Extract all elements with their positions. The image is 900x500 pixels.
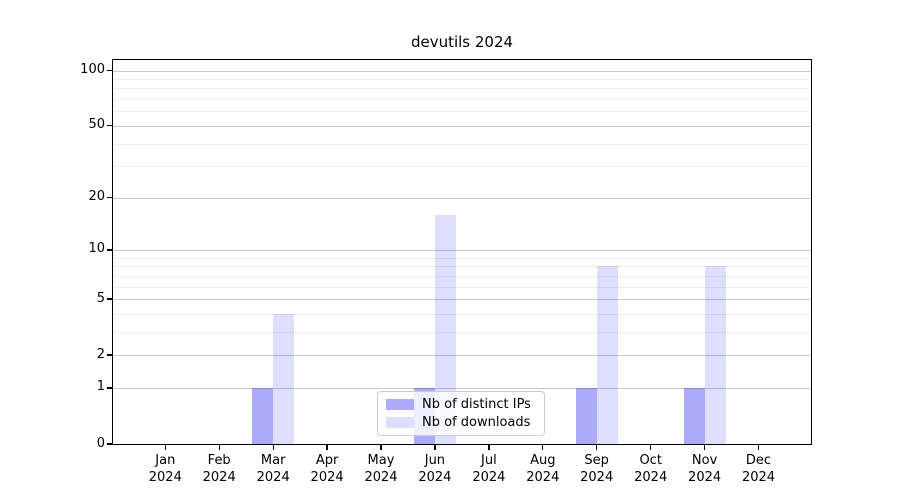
major-gridline (113, 387, 811, 389)
y-tick-label: 5 (96, 290, 105, 306)
x-tick-month: Jun (424, 453, 446, 468)
x-tick-month: Aug (530, 453, 556, 468)
x-tick-month: Oct (639, 453, 662, 468)
x-tick-label: Apr 2024 (295, 453, 359, 486)
x-tick-year: 2024 (741, 469, 776, 485)
bar-downloads-jun (434, 214, 456, 444)
x-tick-year: 2024 (310, 469, 344, 485)
bar-distinct-ips-mar (252, 387, 274, 444)
x-tick-label: Nov 2024 (673, 453, 737, 486)
x-tick-label: Feb 2024 (187, 453, 251, 486)
x-tick-label: Jul 2024 (457, 453, 521, 486)
major-gridline (113, 299, 811, 300)
minor-gridline (113, 111, 811, 113)
minor-gridline (113, 313, 811, 315)
y-tick-mark (107, 443, 113, 445)
y-tick-label: 0 (96, 435, 105, 451)
x-tick-label: Jun 2024 (403, 453, 467, 486)
y-tick-label: 1 (96, 379, 105, 395)
x-tick-mark (218, 444, 220, 450)
minor-gridline (113, 143, 811, 145)
legend-swatch-distinct-ips (386, 399, 414, 410)
major-gridline (113, 197, 811, 199)
minor-gridline (113, 88, 811, 90)
minor-gridline (113, 275, 811, 277)
major-gridline (113, 249, 811, 251)
x-tick-mark (757, 444, 760, 450)
major-gridline (113, 355, 811, 357)
x-tick-mark (488, 444, 490, 450)
x-tick-mark (542, 444, 544, 450)
legend-row: Nb of distinct IPs (386, 397, 536, 412)
bar-distinct-ips-sep (575, 387, 597, 444)
bar-downloads-sep (596, 266, 618, 444)
minor-gridline (113, 257, 811, 259)
y-tick-label: 2 (96, 346, 105, 362)
x-tick-year: 2024 (418, 469, 452, 485)
minor-gridline (113, 78, 811, 80)
bar-downloads-nov (704, 266, 726, 444)
x-tick-label: Sep 2024 (565, 453, 629, 486)
minor-gridline (113, 331, 811, 333)
y-tick-mark (107, 298, 113, 300)
x-tick-month: Apr (315, 453, 339, 468)
y-tick-label: 50 (88, 117, 105, 133)
minor-gridline (113, 286, 811, 288)
y-tick-mark (107, 196, 113, 199)
bar-downloads-mar (273, 313, 295, 444)
y-tick-label: 20 (88, 189, 105, 205)
legend-row: Nb of downloads (386, 415, 536, 430)
x-tick-year: 2024 (256, 469, 290, 485)
x-tick-year: 2024 (472, 469, 506, 485)
x-tick-month: Sep (584, 453, 609, 468)
x-tick-mark (164, 444, 166, 450)
chart-title: devutils 2024 (410, 33, 514, 51)
x-tick-mark (326, 444, 328, 450)
x-tick-year: 2024 (526, 469, 560, 485)
bar-distinct-ips-nov (683, 387, 705, 444)
minor-gridline (113, 99, 811, 100)
x-tick-label: Aug 2024 (511, 453, 575, 486)
minor-gridline (113, 166, 811, 168)
y-tick-mark (107, 387, 113, 389)
x-tick-label: Dec 2024 (727, 453, 791, 486)
x-tick-month: May (367, 453, 395, 468)
x-tick-month: Jul (481, 453, 497, 468)
major-gridline (113, 125, 811, 127)
legend-swatch-downloads (386, 417, 414, 428)
x-tick-month: Dec (745, 453, 772, 468)
y-tick-mark (107, 354, 113, 356)
minor-gridline (113, 266, 811, 268)
x-tick-mark (272, 444, 274, 450)
x-tick-mark (650, 444, 652, 450)
legend: Nb of distinct IPs Nb of downloads (377, 391, 545, 436)
x-tick-label: Jan 2024 (133, 453, 197, 486)
x-tick-year: 2024 (634, 469, 668, 485)
y-tick-mark (107, 69, 113, 72)
x-tick-label: Mar 2024 (241, 453, 305, 486)
x-tick-mark (703, 444, 706, 450)
legend-label: Nb of downloads (422, 415, 531, 430)
y-tick-mark (107, 125, 113, 127)
x-tick-mark (380, 444, 382, 450)
x-tick-year: 2024 (580, 469, 614, 485)
major-gridline (113, 70, 811, 72)
x-tick-year: 2024 (688, 469, 722, 485)
x-tick-label: May 2024 (349, 453, 413, 486)
x-tick-mark (596, 444, 598, 450)
x-tick-mark (434, 444, 436, 450)
y-tick-label: 10 (88, 241, 105, 257)
x-tick-month: Mar (260, 453, 286, 468)
y-tick-mark (107, 249, 113, 251)
x-tick-year: 2024 (148, 469, 182, 485)
y-tick-label: 100 (80, 62, 105, 77)
x-tick-year: 2024 (202, 469, 236, 485)
x-tick-label: Oct 2024 (619, 453, 683, 486)
x-tick-year: 2024 (364, 469, 398, 485)
x-tick-month: Nov (691, 453, 718, 468)
x-tick-month: Jan (155, 453, 176, 468)
legend-label: Nb of distinct IPs (422, 397, 531, 412)
x-tick-month: Feb (207, 453, 231, 468)
